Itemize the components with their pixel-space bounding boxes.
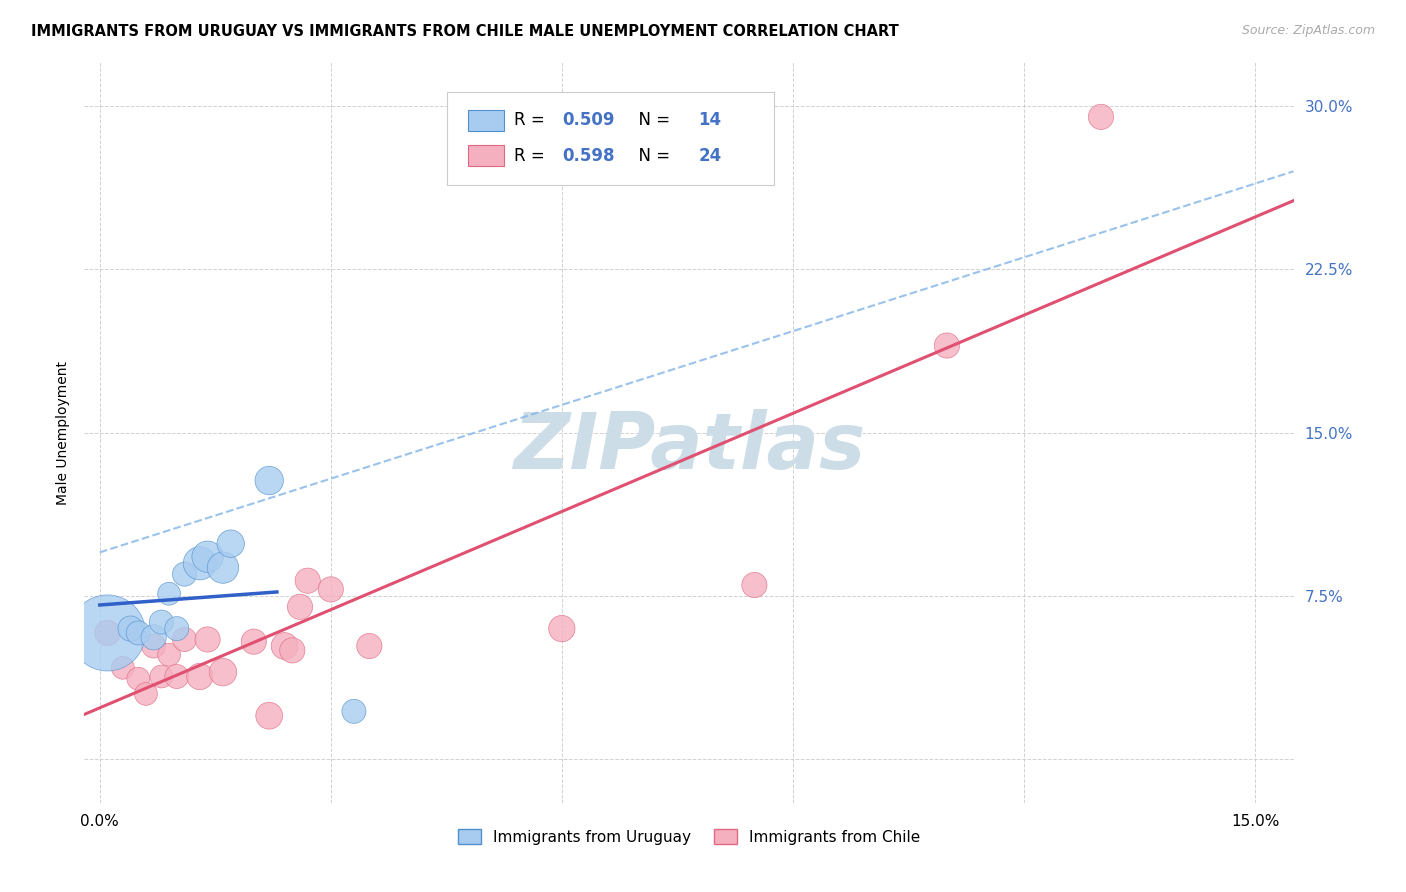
Point	[288, 599, 311, 614]
Text: Source: ZipAtlas.com: Source: ZipAtlas.com	[1241, 24, 1375, 37]
FancyBboxPatch shape	[468, 110, 503, 130]
FancyBboxPatch shape	[468, 145, 503, 166]
Legend: Immigrants from Uruguay, Immigrants from Chile: Immigrants from Uruguay, Immigrants from…	[451, 822, 927, 851]
Point	[142, 630, 165, 644]
Text: 0.598: 0.598	[562, 146, 614, 165]
Point	[219, 537, 242, 551]
Point	[135, 687, 157, 701]
Point	[96, 626, 118, 640]
Point	[551, 622, 574, 636]
Text: N =: N =	[628, 112, 676, 129]
Point	[173, 567, 195, 582]
Point	[127, 672, 149, 686]
Point	[150, 669, 173, 683]
Text: N =: N =	[628, 146, 676, 165]
Point	[212, 560, 235, 574]
Point	[166, 622, 188, 636]
Point	[243, 634, 266, 648]
Point	[127, 626, 149, 640]
Text: 24: 24	[699, 146, 721, 165]
FancyBboxPatch shape	[447, 92, 773, 185]
Point	[173, 632, 195, 647]
Text: 14: 14	[699, 112, 721, 129]
Point	[120, 622, 142, 636]
Text: IMMIGRANTS FROM URUGUAY VS IMMIGRANTS FROM CHILE MALE UNEMPLOYMENT CORRELATION C: IMMIGRANTS FROM URUGUAY VS IMMIGRANTS FR…	[31, 24, 898, 39]
Point	[150, 615, 173, 629]
Point	[936, 338, 959, 352]
Point	[359, 639, 381, 653]
Point	[273, 639, 295, 653]
Point	[297, 574, 319, 588]
Point	[197, 549, 219, 564]
Point	[166, 669, 188, 683]
Point	[188, 669, 211, 683]
Point	[1090, 110, 1112, 124]
Point	[257, 708, 280, 723]
Point	[188, 556, 211, 570]
Point	[197, 632, 219, 647]
Point	[142, 639, 165, 653]
Text: R =: R =	[513, 146, 550, 165]
Point	[744, 578, 766, 592]
Point	[281, 643, 304, 657]
Point	[343, 704, 366, 718]
Point	[96, 626, 118, 640]
Point	[157, 587, 180, 601]
Point	[319, 582, 342, 597]
Text: 0.509: 0.509	[562, 112, 614, 129]
Point	[111, 661, 134, 675]
Point	[257, 474, 280, 488]
Point	[157, 648, 180, 662]
Point	[212, 665, 235, 680]
Text: R =: R =	[513, 112, 550, 129]
Y-axis label: Male Unemployment: Male Unemployment	[56, 360, 70, 505]
Text: ZIPatlas: ZIPatlas	[513, 409, 865, 485]
